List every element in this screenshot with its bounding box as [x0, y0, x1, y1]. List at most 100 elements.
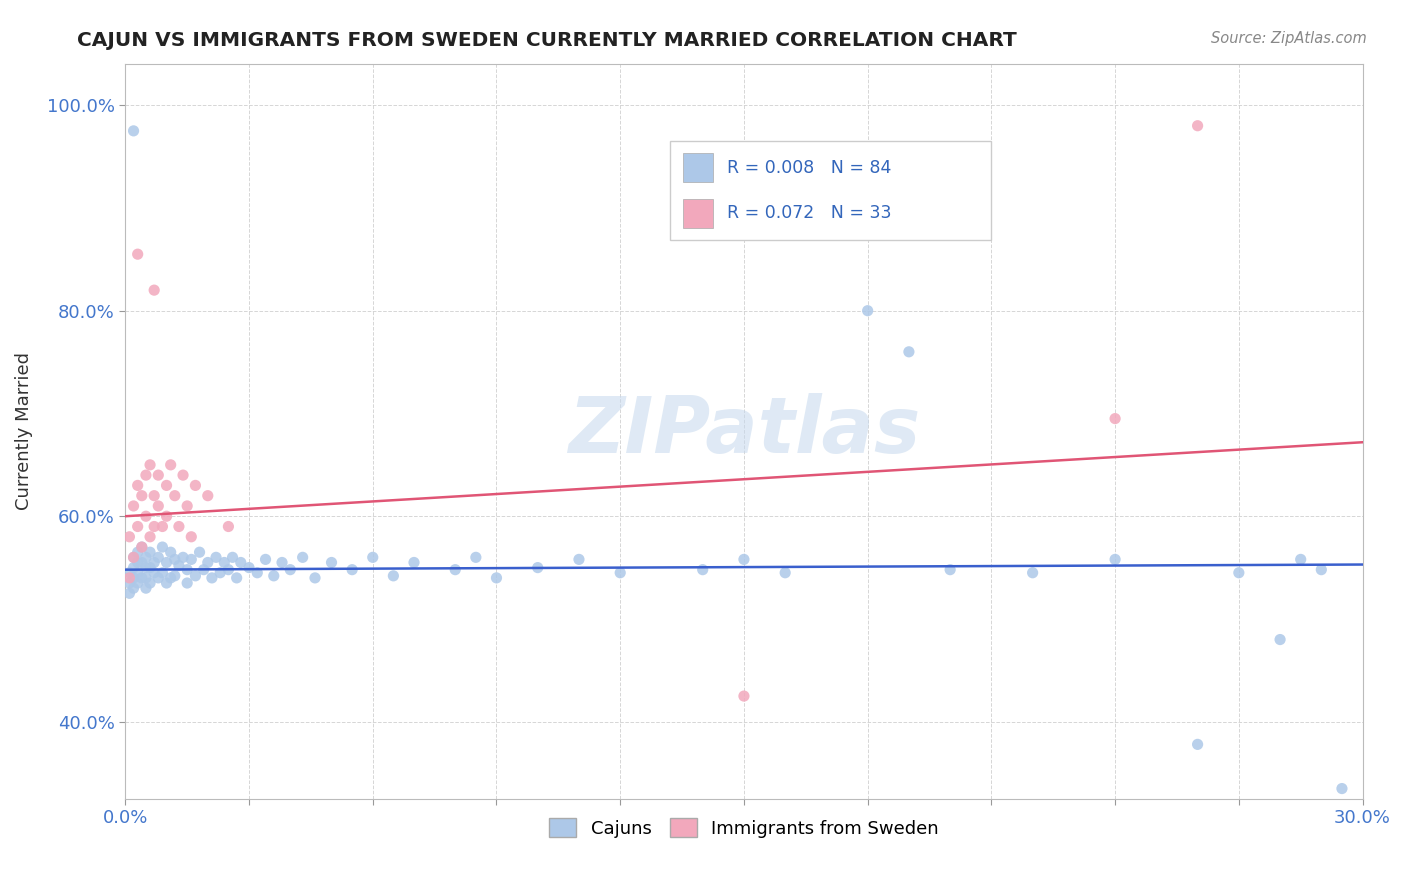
Point — [143, 519, 166, 533]
Point — [148, 550, 170, 565]
Point — [135, 581, 157, 595]
Point — [773, 566, 796, 580]
Point — [246, 566, 269, 580]
Point — [304, 571, 326, 585]
Point — [139, 458, 162, 472]
FancyBboxPatch shape — [669, 141, 991, 241]
Point — [131, 489, 153, 503]
Point — [118, 566, 141, 580]
Point — [692, 563, 714, 577]
FancyBboxPatch shape — [683, 199, 713, 228]
Point — [135, 571, 157, 585]
Point — [180, 530, 202, 544]
Point — [152, 566, 174, 580]
Point — [127, 247, 149, 261]
Y-axis label: Currently Married: Currently Married — [15, 352, 32, 510]
Point — [118, 571, 141, 585]
Point — [568, 552, 591, 566]
Point — [152, 519, 174, 533]
Point — [122, 499, 145, 513]
Point — [321, 556, 343, 570]
Point — [733, 689, 755, 703]
Point — [167, 558, 190, 573]
Point — [155, 509, 177, 524]
Point — [444, 563, 467, 577]
Point — [733, 552, 755, 566]
Point — [127, 478, 149, 492]
Point — [188, 545, 211, 559]
Point — [1187, 737, 1209, 751]
Point — [122, 550, 145, 565]
Point — [205, 550, 228, 565]
Point — [225, 571, 247, 585]
Point — [127, 519, 149, 533]
Point — [1187, 119, 1209, 133]
Point — [856, 303, 879, 318]
Point — [159, 571, 181, 585]
Point — [1289, 552, 1312, 566]
Point — [278, 563, 301, 577]
Point — [1104, 411, 1126, 425]
Point — [176, 563, 198, 577]
Point — [127, 556, 149, 570]
Point — [159, 545, 181, 559]
Point — [148, 468, 170, 483]
Point — [609, 566, 631, 580]
Point — [263, 569, 285, 583]
Point — [197, 556, 219, 570]
Point — [1104, 552, 1126, 566]
Point — [197, 489, 219, 503]
Point — [131, 571, 153, 585]
Point — [155, 576, 177, 591]
Point — [180, 552, 202, 566]
Point — [131, 556, 153, 570]
FancyBboxPatch shape — [683, 153, 713, 182]
Point — [159, 458, 181, 472]
Point — [122, 571, 145, 585]
Point — [122, 124, 145, 138]
Point — [1310, 563, 1333, 577]
Text: R = 0.008   N = 84: R = 0.008 N = 84 — [727, 159, 891, 177]
Point — [897, 344, 920, 359]
Point — [238, 560, 260, 574]
Point — [143, 283, 166, 297]
Point — [172, 550, 194, 565]
Point — [214, 556, 236, 570]
Point — [167, 519, 190, 533]
Text: Source: ZipAtlas.com: Source: ZipAtlas.com — [1211, 31, 1367, 46]
Point — [127, 545, 149, 559]
Point — [209, 566, 232, 580]
Point — [464, 550, 486, 565]
Point — [184, 569, 207, 583]
Point — [176, 499, 198, 513]
Point — [291, 550, 314, 565]
Point — [217, 563, 239, 577]
Point — [122, 560, 145, 574]
Point — [118, 530, 141, 544]
Point — [254, 552, 277, 566]
Point — [127, 576, 149, 591]
Point — [139, 560, 162, 574]
Point — [152, 540, 174, 554]
Point — [122, 581, 145, 595]
Point — [485, 571, 508, 585]
Point — [176, 576, 198, 591]
Point — [163, 569, 186, 583]
Point — [361, 550, 384, 565]
Point — [118, 576, 141, 591]
Point — [1268, 632, 1291, 647]
Point — [271, 556, 294, 570]
Point — [139, 576, 162, 591]
Point — [172, 468, 194, 483]
Point — [201, 571, 224, 585]
Point — [127, 566, 149, 580]
Point — [1330, 781, 1353, 796]
Legend: Cajuns, Immigrants from Sweden: Cajuns, Immigrants from Sweden — [541, 811, 946, 845]
Point — [1227, 566, 1250, 580]
Point — [163, 552, 186, 566]
Text: ZIPatlas: ZIPatlas — [568, 393, 920, 469]
Point — [143, 556, 166, 570]
Text: R = 0.072   N = 33: R = 0.072 N = 33 — [727, 204, 891, 222]
Point — [118, 586, 141, 600]
Point — [193, 563, 215, 577]
